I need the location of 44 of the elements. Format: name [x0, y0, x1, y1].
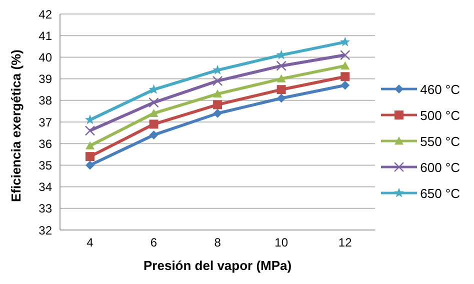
- y-tick-label: 38: [38, 94, 52, 108]
- y-tick-label: 36: [38, 136, 52, 151]
- point: [149, 108, 158, 117]
- point: [148, 97, 159, 108]
- point: [340, 61, 350, 70]
- y-tick-label: 34: [38, 180, 52, 194]
- y-tick-label: 40: [38, 50, 52, 64]
- point: [149, 120, 158, 129]
- x-tick-label: 8: [214, 236, 222, 250]
- x-axis-title: Presión del vapor (MPa): [144, 258, 292, 273]
- point: [86, 160, 94, 170]
- x-tick-label: 6: [150, 236, 158, 250]
- point: [86, 141, 94, 150]
- y-tick-label: 37: [38, 115, 52, 130]
- y-tick-label: 41: [38, 28, 52, 43]
- legend-label: 600 °C: [420, 160, 460, 174]
- x-tick-label: 12: [338, 236, 352, 250]
- point: [212, 76, 223, 86]
- legend-label: 500 °C: [420, 108, 460, 122]
- x-tick-label: 4: [86, 236, 94, 250]
- legend-label: 650 °C: [420, 186, 460, 200]
- y-tick-label: 32: [38, 223, 52, 238]
- point: [276, 94, 286, 103]
- point: [149, 130, 158, 140]
- y-tick-label: 39: [38, 72, 52, 86]
- legend-label: 460 °C: [420, 82, 460, 96]
- point: [86, 152, 94, 162]
- point: [276, 60, 286, 71]
- point: [213, 108, 222, 118]
- x-tick-label: 10: [274, 236, 288, 250]
- y-tick-label: 35: [38, 158, 52, 172]
- point: [276, 85, 286, 94]
- legend-label: 550 °C: [420, 134, 460, 148]
- point: [84, 126, 96, 136]
- point: [340, 50, 350, 60]
- y-axis-title: Eficiencia exergética (%): [8, 50, 24, 202]
- point: [340, 36, 350, 46]
- point: [213, 100, 222, 110]
- y-tick-label: 42: [38, 7, 52, 22]
- point: [340, 72, 350, 82]
- point: [276, 74, 286, 82]
- point: [213, 89, 222, 98]
- y-tick-label: 33: [38, 202, 52, 216]
- point: [340, 80, 350, 90]
